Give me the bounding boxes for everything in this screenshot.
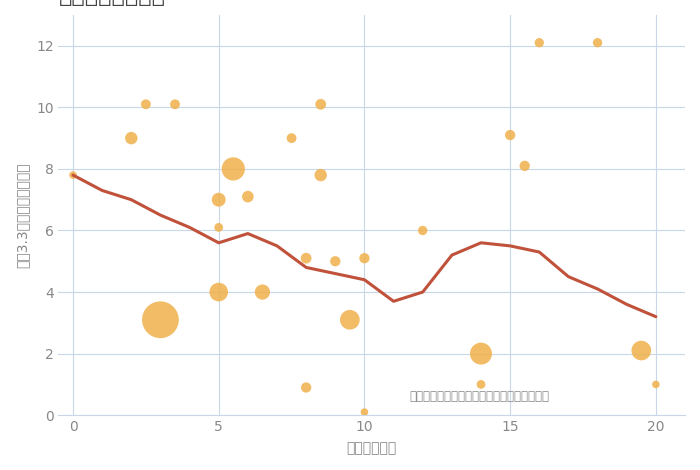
Point <box>650 381 662 388</box>
Point <box>315 172 326 179</box>
Point <box>213 224 224 231</box>
Point <box>359 254 370 262</box>
Point <box>155 316 166 323</box>
Point <box>330 258 341 265</box>
Point <box>67 172 78 179</box>
Point <box>417 227 428 234</box>
Point <box>300 254 312 262</box>
Point <box>505 131 516 139</box>
Point <box>286 134 297 142</box>
Point <box>519 162 531 170</box>
X-axis label: 駅距離（分）: 駅距離（分） <box>346 441 397 455</box>
Y-axis label: 坪（3.3㎡）単価（万円）: 坪（3.3㎡）単価（万円） <box>15 162 29 268</box>
Point <box>475 350 486 357</box>
Point <box>359 408 370 416</box>
Point <box>213 196 224 204</box>
Point <box>257 288 268 296</box>
Point <box>344 316 356 323</box>
Point <box>533 39 545 47</box>
Text: 円の大きさは、取引のあった物件面積を示す: 円の大きさは、取引のあった物件面積を示す <box>410 390 550 403</box>
Point <box>636 347 647 354</box>
Point <box>213 288 224 296</box>
Point <box>475 381 486 388</box>
Point <box>300 384 312 391</box>
Text: 駅距離別土地価格: 駅距離別土地価格 <box>58 0 165 6</box>
Point <box>242 193 253 200</box>
Point <box>315 101 326 108</box>
Point <box>169 101 181 108</box>
Point <box>140 101 151 108</box>
Point <box>126 134 137 142</box>
Point <box>592 39 603 47</box>
Point <box>228 165 239 172</box>
